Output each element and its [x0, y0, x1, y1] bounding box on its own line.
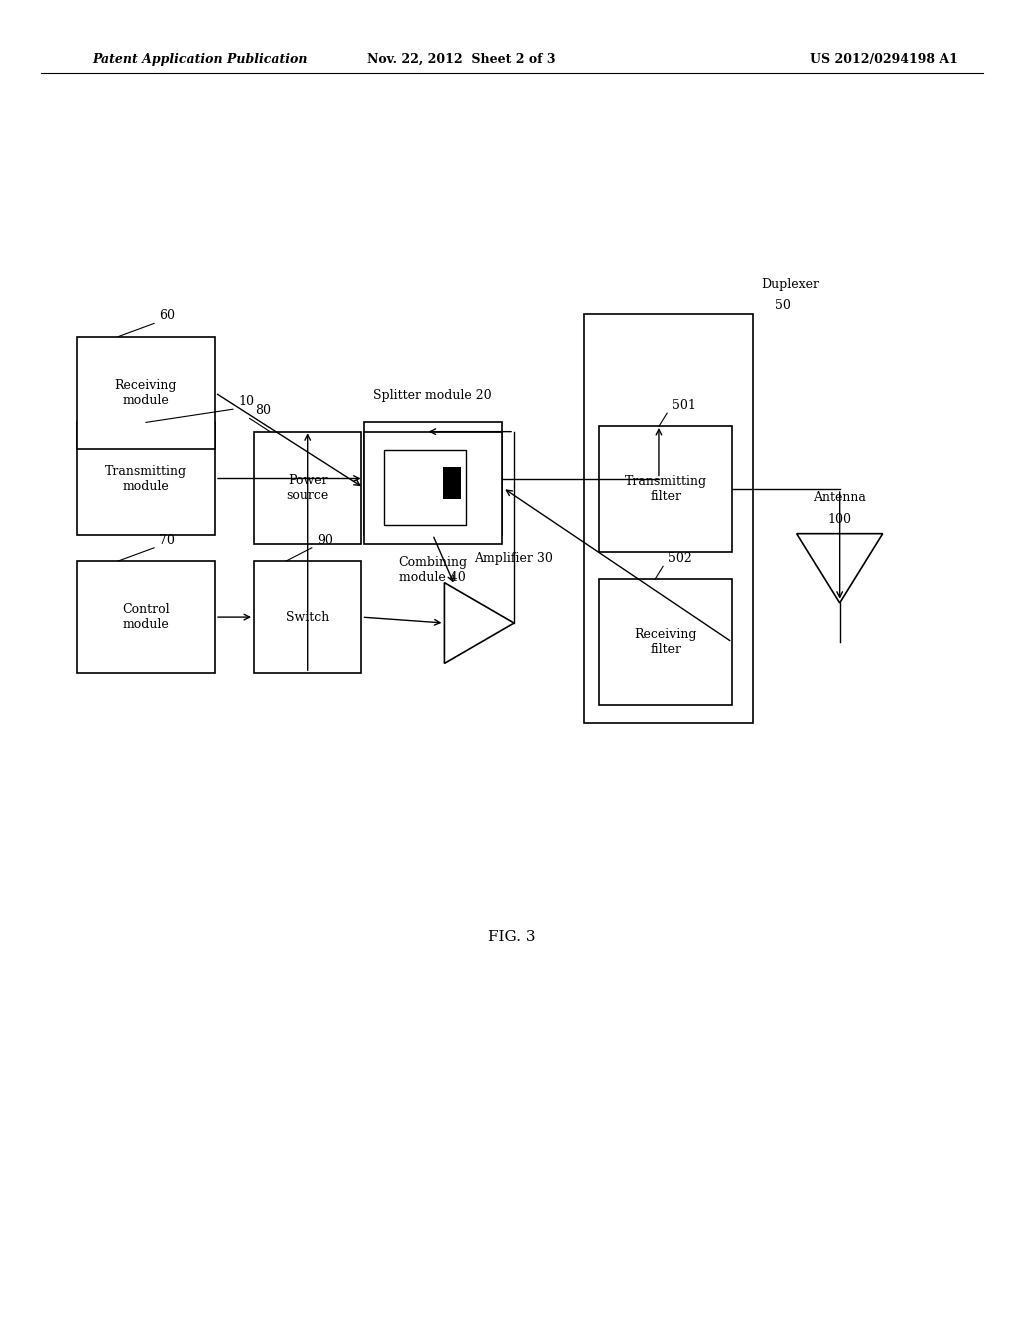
Text: Power
source: Power source [287, 474, 329, 502]
Text: 50: 50 [775, 298, 792, 312]
Text: Switch: Switch [286, 611, 330, 623]
Text: Splitter module 20: Splitter module 20 [374, 388, 492, 401]
Text: Patent Application Publication: Patent Application Publication [92, 53, 307, 66]
Text: 100: 100 [827, 513, 852, 527]
Text: FIG. 3: FIG. 3 [488, 931, 536, 944]
FancyBboxPatch shape [254, 561, 361, 673]
FancyBboxPatch shape [599, 579, 732, 705]
Text: US 2012/0294198 A1: US 2012/0294198 A1 [810, 53, 957, 66]
Text: 70: 70 [160, 533, 175, 546]
FancyBboxPatch shape [364, 422, 502, 535]
Polygon shape [797, 533, 883, 603]
FancyBboxPatch shape [254, 432, 361, 544]
Text: Nov. 22, 2012  Sheet 2 of 3: Nov. 22, 2012 Sheet 2 of 3 [367, 53, 555, 66]
FancyBboxPatch shape [584, 314, 753, 723]
Text: 90: 90 [317, 533, 333, 546]
Text: Duplexer: Duplexer [761, 277, 819, 290]
Text: 10: 10 [238, 395, 254, 408]
Text: 501: 501 [672, 399, 696, 412]
FancyBboxPatch shape [384, 450, 466, 525]
Text: Antenna: Antenna [813, 491, 866, 504]
FancyBboxPatch shape [77, 561, 215, 673]
Text: Receiving
filter: Receiving filter [634, 628, 697, 656]
FancyBboxPatch shape [364, 432, 502, 544]
FancyBboxPatch shape [77, 422, 215, 535]
Text: 80: 80 [255, 404, 270, 417]
Text: 60: 60 [160, 309, 175, 322]
Polygon shape [444, 582, 514, 664]
Text: Control
module: Control module [122, 603, 170, 631]
FancyBboxPatch shape [599, 426, 732, 552]
Text: 502: 502 [669, 552, 692, 565]
Text: Transmitting
module: Transmitting module [104, 465, 187, 492]
FancyBboxPatch shape [443, 477, 461, 499]
Text: Receiving
module: Receiving module [115, 379, 177, 407]
Text: Combining
module 40: Combining module 40 [398, 556, 467, 583]
FancyBboxPatch shape [384, 441, 466, 516]
FancyBboxPatch shape [77, 337, 215, 449]
Text: Transmitting
filter: Transmitting filter [625, 475, 707, 503]
Text: Amplifier 30: Amplifier 30 [474, 552, 553, 565]
FancyBboxPatch shape [443, 467, 461, 490]
